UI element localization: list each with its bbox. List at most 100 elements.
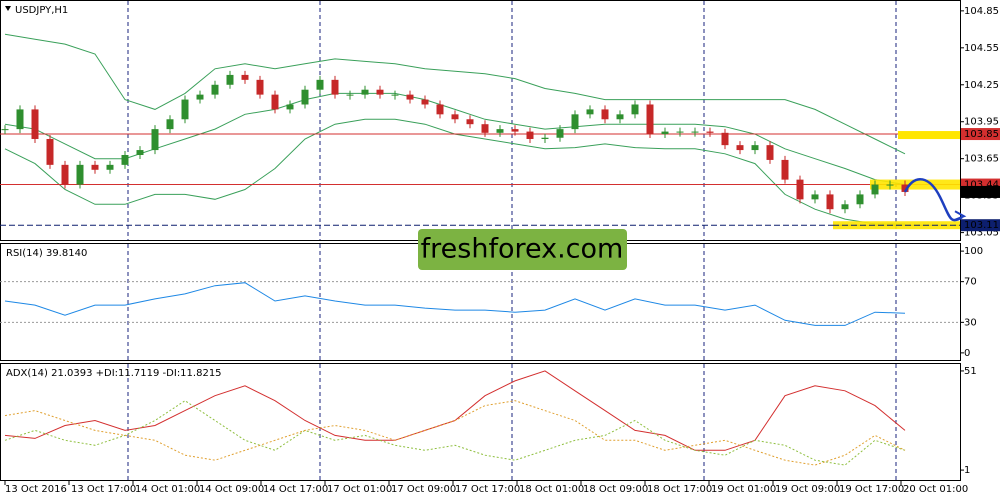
highlight-zone bbox=[898, 131, 960, 140]
candle bbox=[736, 145, 744, 151]
price-tag-label: 103.85 bbox=[964, 129, 999, 140]
candle bbox=[901, 184, 909, 192]
candle bbox=[541, 137, 549, 139]
x-tick-label: 17 Oct 01:00 bbox=[327, 484, 392, 495]
candle bbox=[316, 79, 324, 90]
candle bbox=[121, 154, 129, 165]
panel-title: RSI(14) 39.8140 bbox=[6, 248, 87, 259]
price-tag-label: 103.44 bbox=[964, 180, 999, 191]
candle bbox=[331, 79, 339, 95]
candle bbox=[661, 131, 669, 135]
watermark-text: freshforex.com bbox=[421, 234, 624, 265]
y-tick-label: 103.95 bbox=[964, 117, 999, 128]
x-tick-label: 19 Oct 01:00 bbox=[711, 484, 776, 495]
candle bbox=[691, 131, 699, 133]
x-tick-label: 14 Oct 17:00 bbox=[263, 484, 328, 495]
panel-title: ADX(14) 21.0393 +DI:11.7119 -DI:11.8215 bbox=[6, 368, 222, 379]
x-tick-label: 14 Oct 09:00 bbox=[199, 484, 264, 495]
candle bbox=[766, 145, 774, 160]
candle bbox=[346, 94, 354, 96]
y-tick-label: 104.55 bbox=[964, 43, 999, 54]
candle bbox=[76, 164, 84, 185]
x-tick-label: 18 Oct 01:00 bbox=[519, 484, 584, 495]
candle bbox=[376, 89, 384, 95]
candle bbox=[451, 114, 459, 120]
candle bbox=[841, 204, 849, 210]
candle bbox=[466, 119, 474, 125]
candle bbox=[496, 129, 504, 133]
candle bbox=[166, 119, 174, 130]
candle bbox=[211, 84, 219, 95]
x-tick-label: 18 Oct 09:00 bbox=[583, 484, 648, 495]
candle bbox=[391, 94, 399, 96]
indicator-line bbox=[4, 282, 906, 326]
menu-triangle bbox=[5, 6, 11, 11]
candle bbox=[301, 89, 309, 105]
candle bbox=[61, 164, 69, 185]
candle bbox=[616, 114, 624, 120]
candle bbox=[886, 184, 894, 186]
candle bbox=[46, 138, 54, 165]
x-tick-label: 19 Oct 17:00 bbox=[839, 484, 904, 495]
candle bbox=[16, 109, 24, 130]
y-tick-label: 100 bbox=[964, 246, 983, 257]
candle bbox=[796, 179, 804, 200]
candle bbox=[436, 104, 444, 115]
x-tick-label: 20 Oct 01:00 bbox=[903, 484, 968, 495]
y-tick-label: 1 bbox=[964, 465, 970, 476]
candle bbox=[586, 109, 594, 115]
y-tick-label: 103.05 bbox=[964, 228, 999, 239]
candle bbox=[241, 74, 249, 80]
candle bbox=[151, 129, 159, 151]
candle bbox=[826, 194, 834, 210]
panel-title: USDJPY,H1 bbox=[15, 5, 68, 16]
candle bbox=[226, 74, 234, 85]
highlight-zone bbox=[870, 179, 960, 190]
candle bbox=[856, 194, 864, 205]
candle bbox=[676, 131, 684, 133]
candle bbox=[721, 132, 729, 146]
candle bbox=[781, 159, 789, 180]
candle bbox=[1, 129, 9, 131]
x-tick-label: 17 Oct 09:00 bbox=[391, 484, 456, 495]
candle bbox=[481, 124, 489, 133]
candle bbox=[646, 104, 654, 135]
candle bbox=[751, 145, 759, 151]
candle bbox=[526, 131, 534, 139]
y-tick-label: 104.85 bbox=[964, 6, 999, 17]
y-tick-label: 0 bbox=[964, 348, 970, 359]
candle bbox=[601, 109, 609, 120]
candle bbox=[256, 79, 264, 95]
y-tick-label: 103.65 bbox=[964, 154, 999, 165]
price-tag-label: 103.38 bbox=[964, 187, 999, 198]
candle bbox=[571, 114, 579, 130]
candle bbox=[31, 109, 39, 139]
candle bbox=[181, 99, 189, 120]
candle bbox=[871, 184, 879, 195]
y-tick-label: 104.25 bbox=[964, 80, 999, 91]
candle bbox=[361, 89, 369, 95]
forecast-arrowhead bbox=[953, 210, 967, 222]
price-tag-label: 103.11 bbox=[964, 220, 999, 231]
candle bbox=[511, 129, 519, 132]
y-tick-label: 51 bbox=[964, 366, 977, 377]
candle bbox=[286, 104, 294, 110]
y-tick-label: 70 bbox=[964, 277, 977, 288]
bollinger-band bbox=[4, 33, 906, 155]
adx-panel-frame bbox=[0, 363, 961, 481]
x-tick-label: 17 Oct 17:00 bbox=[455, 484, 520, 495]
indicator-line bbox=[4, 400, 906, 466]
y-tick-label: 30 bbox=[964, 317, 977, 328]
x-tick-label: 13 Oct 2016 bbox=[5, 484, 67, 495]
price-tag bbox=[961, 219, 1000, 232]
candle bbox=[196, 94, 204, 100]
indicator-line bbox=[4, 400, 906, 466]
candle bbox=[631, 104, 639, 115]
candle bbox=[811, 194, 819, 200]
x-tick-label: 14 Oct 01:00 bbox=[135, 484, 200, 495]
watermark-badge bbox=[418, 229, 627, 270]
candle bbox=[136, 150, 144, 155]
candle bbox=[706, 131, 714, 133]
price-tag bbox=[961, 128, 1000, 141]
